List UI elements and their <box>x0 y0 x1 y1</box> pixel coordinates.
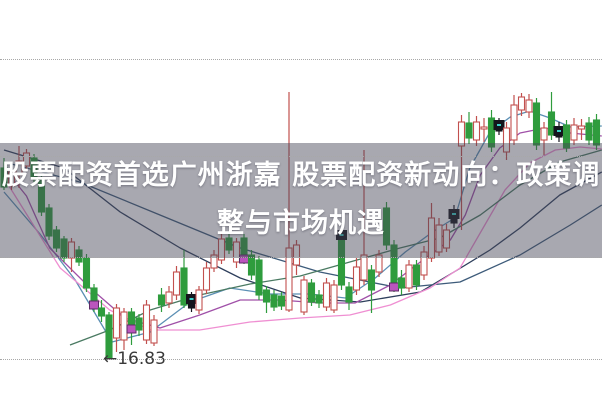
candle <box>412 260 421 290</box>
candle <box>300 276 308 315</box>
candle <box>142 300 151 344</box>
candle <box>37 176 46 216</box>
candle <box>442 224 451 252</box>
candle <box>0 158 8 190</box>
candle <box>285 92 293 312</box>
candle <box>157 288 166 312</box>
candle <box>210 250 218 272</box>
candle <box>532 98 541 150</box>
candle <box>97 300 106 322</box>
candle <box>172 266 181 300</box>
candle <box>15 146 23 188</box>
candle <box>262 286 271 313</box>
candle <box>52 226 61 252</box>
ma-line-ma-olive <box>69 149 602 346</box>
headline-text: 股票配资首选广州浙嘉 股票配资新动向：政策调 整与市场机遇 <box>0 152 602 248</box>
magenta-marker <box>89 300 99 310</box>
candle <box>225 234 233 254</box>
candle <box>570 118 578 145</box>
candle <box>270 290 278 311</box>
candle <box>435 218 443 256</box>
candle <box>472 116 481 146</box>
magenta-marker <box>126 324 137 334</box>
headline-line2: 整与市场机遇 <box>217 208 385 239</box>
candle <box>493 118 505 135</box>
candle <box>585 117 593 145</box>
ma-line-ma-dark-slow <box>3 149 602 303</box>
candle <box>89 284 99 312</box>
candle <box>345 282 353 310</box>
candle <box>30 154 38 182</box>
candle <box>247 250 256 280</box>
candle <box>315 290 323 308</box>
candle <box>165 286 173 308</box>
candle <box>502 122 511 160</box>
candle <box>67 238 76 272</box>
candle <box>105 312 113 359</box>
candle <box>217 234 226 264</box>
candle <box>112 304 121 352</box>
candle <box>547 92 556 140</box>
candle <box>277 292 286 310</box>
candles-layer <box>0 92 601 359</box>
candle <box>307 279 316 306</box>
candle <box>45 204 53 240</box>
candle <box>186 292 197 312</box>
candle <box>255 256 263 300</box>
candle <box>510 95 518 145</box>
candle <box>126 308 137 345</box>
low-price-annotation: ←16.83 <box>103 349 166 369</box>
candle <box>202 262 211 294</box>
candle <box>75 246 83 266</box>
magenta-marker <box>389 282 399 292</box>
candle <box>135 314 143 336</box>
candle <box>367 265 376 313</box>
candle <box>7 168 16 190</box>
headline-banner <box>0 143 602 258</box>
candle <box>592 114 601 150</box>
candle <box>22 149 31 171</box>
candle <box>480 118 488 142</box>
candle <box>427 203 436 262</box>
candle <box>336 228 347 290</box>
candle <box>382 202 391 250</box>
candle <box>375 250 383 277</box>
candle <box>405 260 413 292</box>
candle <box>465 112 473 144</box>
candle <box>562 120 571 152</box>
candle <box>195 286 203 314</box>
candle <box>82 254 91 292</box>
candle <box>420 246 428 280</box>
headline-line1: 股票配资首选广州浙嘉 股票配资新动向：政策调 <box>1 160 601 191</box>
candle <box>553 122 565 142</box>
candle <box>150 315 158 346</box>
candle <box>360 150 368 285</box>
candle <box>232 238 241 268</box>
candle <box>525 94 533 118</box>
candle <box>239 234 249 264</box>
candle <box>448 205 460 228</box>
candle <box>397 270 406 295</box>
candle <box>322 278 331 311</box>
candle <box>352 258 361 295</box>
candle <box>330 280 338 313</box>
candle <box>487 110 496 152</box>
candle <box>457 115 466 230</box>
candle <box>517 93 526 116</box>
candle <box>577 119 586 140</box>
candle <box>180 250 188 308</box>
candle <box>120 308 128 350</box>
candle <box>540 122 548 155</box>
